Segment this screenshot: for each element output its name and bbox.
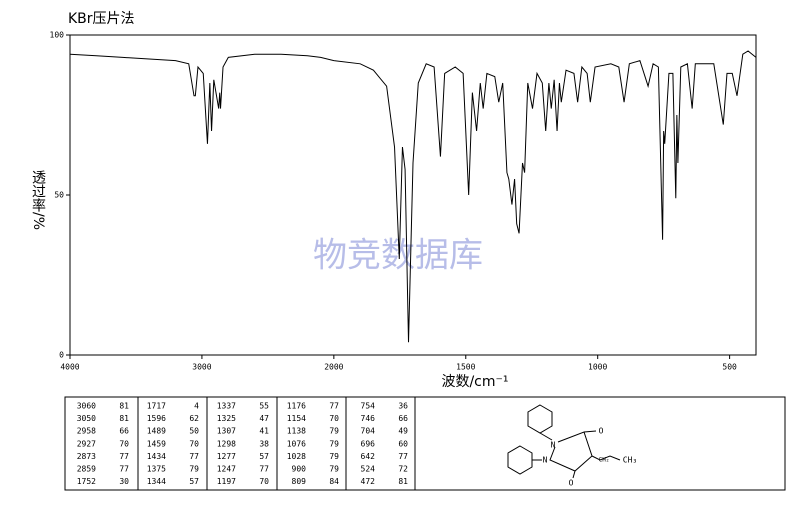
peak-transmittance: 4	[194, 402, 199, 411]
peak-wavenumber: 1596	[147, 414, 166, 423]
peak-wavenumber: 1176	[287, 402, 306, 411]
peak-wavenumber: 1344	[147, 477, 166, 486]
plot-frame	[69, 34, 757, 356]
peak-transmittance: 41	[259, 427, 269, 436]
peak-wavenumber: 2958	[77, 427, 96, 436]
peak-wavenumber: 1489	[147, 427, 166, 436]
peak-wavenumber: 1752	[77, 477, 96, 486]
peak-wavenumber: 809	[292, 477, 307, 486]
peak-wavenumber: 746	[361, 414, 376, 423]
peak-wavenumber: 1375	[147, 465, 166, 474]
peak-transmittance: 55	[259, 402, 269, 411]
peak-transmittance: 66	[398, 414, 408, 423]
peak-wavenumber: 2873	[77, 452, 96, 461]
peak-transmittance: 49	[398, 427, 408, 436]
peak-transmittance: 77	[259, 465, 269, 474]
watermark: 物竞数据库	[313, 236, 483, 276]
peak-transmittance: 50	[189, 427, 199, 436]
peak-wavenumber: 1459	[147, 439, 166, 448]
peak-transmittance: 38	[259, 439, 269, 448]
peak-transmittance: 77	[398, 452, 408, 461]
peak-wavenumber: 1277	[217, 452, 236, 461]
peak-wavenumber: 1028	[287, 452, 306, 461]
peak-wavenumber: 754	[361, 402, 376, 411]
x-tick-label: 3000	[192, 363, 211, 372]
peak-transmittance: 77	[119, 465, 129, 474]
molecule	[507, 404, 621, 479]
peak-transmittance: 70	[189, 439, 199, 448]
peak-wavenumber: 704	[361, 427, 376, 436]
peak-transmittance: 77	[189, 452, 199, 461]
peak-transmittance: 62	[189, 414, 199, 423]
peak-transmittance: 70	[259, 477, 269, 486]
peak-transmittance: 77	[329, 402, 339, 411]
peak-transmittance: 47	[259, 414, 269, 423]
chart-title: KBr压片法	[68, 11, 135, 27]
peak-transmittance: 81	[119, 414, 129, 423]
peak-wavenumber: 1076	[287, 439, 306, 448]
peak-transmittance: 79	[329, 452, 339, 461]
atom-label: CH₂	[599, 457, 610, 464]
peak-wavenumber: 2927	[77, 439, 96, 448]
peak-wavenumber: 472	[361, 477, 376, 486]
peak-transmittance: 66	[119, 427, 129, 436]
peak-transmittance: 79	[329, 465, 339, 474]
y-tick-label: 50	[54, 191, 64, 200]
peak-wavenumber: 524	[361, 465, 376, 474]
peak-wavenumber: 1138	[287, 427, 306, 436]
x-tick-label: 1000	[588, 363, 607, 372]
peak-transmittance: 79	[329, 427, 339, 436]
peak-transmittance: 81	[119, 402, 129, 411]
table-frame	[64, 396, 786, 491]
peak-wavenumber: 642	[361, 452, 376, 461]
x-axis-label: 波数/cm⁻¹	[441, 374, 508, 390]
atom-label: CH₃	[623, 456, 637, 465]
atom-label: N	[551, 441, 556, 450]
x-tick-label: 4000	[60, 363, 79, 372]
peak-transmittance: 79	[329, 439, 339, 448]
peak-transmittance: 57	[189, 477, 199, 486]
peak-wavenumber: 696	[361, 439, 376, 448]
x-tick-label: 1500	[456, 363, 475, 372]
peak-transmittance: 81	[398, 477, 408, 486]
peak-wavenumber: 1298	[217, 439, 236, 448]
atom-label: N	[543, 456, 548, 465]
y-axis-label: 透过率/%	[30, 170, 46, 230]
peak-wavenumber: 1434	[147, 452, 166, 461]
peak-transmittance: 79	[189, 465, 199, 474]
peak-transmittance: 72	[398, 465, 408, 474]
atom-label: O	[599, 427, 604, 436]
peak-transmittance: 30	[119, 477, 129, 486]
peak-wavenumber: 1325	[217, 414, 236, 423]
y-tick-label: 0	[59, 351, 64, 360]
atom-label: O	[569, 479, 574, 488]
peak-transmittance: 36	[398, 402, 408, 411]
peak-transmittance: 60	[398, 439, 408, 448]
x-tick-label: 500	[722, 363, 737, 372]
peak-wavenumber: 900	[292, 465, 307, 474]
peak-wavenumber: 1307	[217, 427, 236, 436]
x-tick-label: 2000	[324, 363, 343, 372]
peak-transmittance: 84	[329, 477, 339, 486]
table-dividers	[137, 397, 416, 490]
y-tick-label: 100	[50, 31, 65, 40]
peak-wavenumber: 2859	[77, 465, 96, 474]
peak-transmittance: 70	[329, 414, 339, 423]
peak-wavenumber: 1337	[217, 402, 236, 411]
peak-wavenumber: 1717	[147, 402, 166, 411]
peak-wavenumber: 3050	[77, 414, 96, 423]
peak-transmittance: 70	[119, 439, 129, 448]
peak-wavenumber: 1247	[217, 465, 236, 474]
peak-wavenumber: 1197	[217, 477, 236, 486]
peak-transmittance: 77	[119, 452, 129, 461]
peak-wavenumber: 1154	[287, 414, 306, 423]
peak-wavenumber: 3060	[77, 402, 96, 411]
peak-transmittance: 57	[259, 452, 269, 461]
spectrum-line	[69, 50, 757, 343]
